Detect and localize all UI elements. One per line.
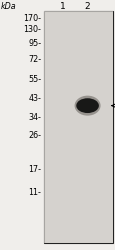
Text: 43-: 43- [28,94,41,103]
Text: 170-: 170- [23,14,41,22]
Text: 130-: 130- [23,25,41,34]
Ellipse shape [74,96,100,116]
Bar [44,11,112,242]
Text: 55-: 55- [28,75,41,84]
Text: 34-: 34- [28,113,41,122]
Text: kDa: kDa [1,2,17,11]
Text: 11-: 11- [28,188,41,196]
Text: 17-: 17- [28,164,41,173]
Ellipse shape [76,98,98,113]
Text: 2: 2 [84,2,90,11]
Text: 95-: 95- [28,39,41,48]
Text: 72-: 72- [28,56,41,64]
Text: 1: 1 [60,2,66,11]
Text: 26-: 26- [28,131,41,140]
